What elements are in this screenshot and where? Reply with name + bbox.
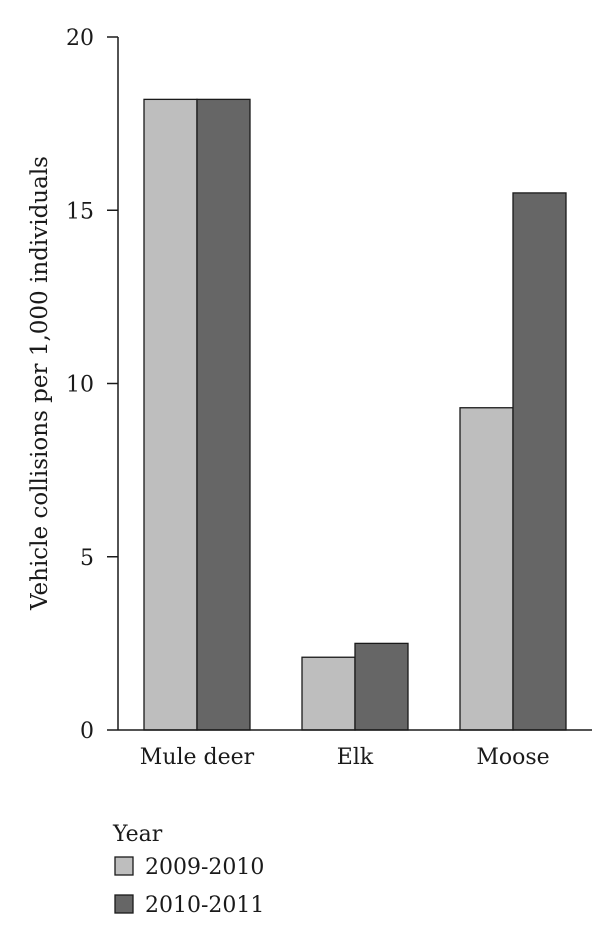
bar-moose-2009-2010 — [459, 407, 514, 731]
legend-items: 2009-2010 2010-2011 — [114, 855, 264, 918]
bar-mule-deer-2009-2010 — [143, 98, 198, 731]
legend-label-2009-2010: 2009-2010 — [145, 855, 264, 880]
y-tick-label-20: 20 — [66, 26, 94, 51]
y-tick-label-5: 5 — [80, 546, 94, 571]
bar-moose-2010-2011 — [512, 192, 567, 731]
y-tick-label-10: 10 — [66, 373, 94, 398]
x-tick-label-moose: Moose — [476, 745, 549, 770]
legend-label-2010-2011: 2010-2011 — [145, 893, 264, 918]
x-tick-label-mule-deer: Mule deer — [140, 745, 255, 770]
bars — [143, 98, 567, 731]
y-axis: 0 5 10 15 20 — [66, 26, 119, 744]
y-tick-label-15: 15 — [66, 199, 94, 224]
bar-elk-2010-2011 — [354, 642, 409, 731]
bar-elk-2009-2010 — [301, 656, 356, 731]
y-axis-title: Vehicle collisions per 1,000 individuals — [27, 156, 53, 611]
x-axis: Mule deer Elk Moose — [118, 729, 592, 770]
legend-swatch-2009-2010 — [114, 856, 134, 876]
y-tick-label-0: 0 — [80, 719, 94, 744]
bar-mule-deer-2010-2011 — [196, 98, 251, 731]
legend: Year 2009-2010 2010-2011 — [112, 822, 264, 918]
x-tick-label-elk: Elk — [337, 745, 374, 770]
legend-swatch-2010-2011 — [114, 894, 134, 914]
legend-title: Year — [112, 822, 163, 847]
